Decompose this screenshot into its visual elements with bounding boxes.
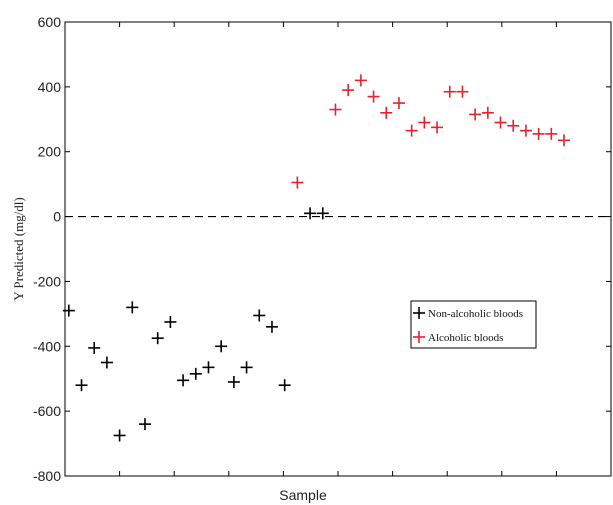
y-tick-label: -600 <box>33 403 61 419</box>
data-point-non-alcoholic <box>100 356 113 369</box>
data-point-alcoholic <box>532 127 545 140</box>
y-tick-label: -800 <box>33 468 61 484</box>
data-point-alcoholic <box>456 85 469 98</box>
data-point-alcoholic <box>405 124 418 137</box>
data-point-non-alcoholic <box>177 374 190 387</box>
data-point-non-alcoholic <box>151 332 164 345</box>
data-point-alcoholic <box>469 108 482 121</box>
data-point-alcoholic <box>367 90 380 103</box>
legend-plus-non-alcoholic <box>413 307 425 319</box>
data-point-non-alcoholic <box>62 304 75 317</box>
legend-marker-alcoholic <box>413 331 425 343</box>
y-tick-label: 400 <box>38 79 62 95</box>
data-point-non-alcoholic <box>113 429 126 442</box>
data-point-alcoholic <box>392 97 405 110</box>
legend-box <box>410 300 537 349</box>
data-point-non-alcoholic <box>227 375 240 388</box>
data-point-alcoholic <box>380 106 393 119</box>
y-tick-label: -200 <box>33 273 61 289</box>
data-point-non-alcoholic <box>253 309 266 322</box>
data-point-alcoholic <box>545 127 558 140</box>
legend-plus-alcoholic <box>413 331 425 343</box>
data-point-non-alcoholic <box>278 379 291 392</box>
data-point-alcoholic <box>291 176 304 189</box>
data-point-non-alcoholic <box>240 361 253 374</box>
data-point-non-alcoholic <box>138 418 151 431</box>
data-point-alcoholic <box>558 134 571 147</box>
data-point-non-alcoholic <box>265 320 278 333</box>
y-axis-title: Y Predicted (mg/dl) <box>11 197 26 301</box>
data-point-non-alcoholic <box>304 207 317 220</box>
data-points <box>62 74 571 442</box>
data-point-non-alcoholic <box>126 301 139 314</box>
legend-label-non-alcoholic: Non-alcoholic bloods <box>428 308 523 320</box>
data-point-non-alcoholic <box>189 367 202 380</box>
data-point-alcoholic <box>494 116 507 129</box>
data-point-non-alcoholic <box>202 361 215 374</box>
y-tick-label: 200 <box>38 144 62 160</box>
data-point-alcoholic <box>507 119 520 132</box>
data-point-alcoholic <box>443 85 456 98</box>
y-tick-label: -400 <box>33 338 61 354</box>
data-point-alcoholic <box>431 121 444 134</box>
data-point-alcoholic <box>354 74 367 87</box>
data-point-alcoholic <box>342 84 355 97</box>
y-axis-ticks: 600 400 200 0 -200 -400 -600 -800 <box>33 14 611 484</box>
legend: Non-alcoholic bloods Alcoholic bloods <box>410 300 537 349</box>
data-point-non-alcoholic <box>164 315 177 328</box>
data-point-non-alcoholic <box>75 379 88 392</box>
x-axis-ticks <box>64 22 612 476</box>
plot-area <box>64 21 612 477</box>
data-point-alcoholic <box>329 103 342 116</box>
legend-label-alcoholic: Alcoholic bloods <box>428 332 503 344</box>
data-point-non-alcoholic <box>215 340 228 353</box>
data-point-alcoholic <box>418 116 431 129</box>
legend-marker-non-alcoholic <box>413 307 425 319</box>
data-point-non-alcoholic <box>88 341 101 354</box>
data-point-alcoholic <box>519 124 532 137</box>
y-tick-label: 0 <box>53 209 61 225</box>
y-tick-label: 600 <box>38 14 62 30</box>
data-point-non-alcoholic <box>316 207 329 220</box>
x-axis-title: Sample <box>279 487 327 503</box>
data-point-alcoholic <box>481 106 494 119</box>
